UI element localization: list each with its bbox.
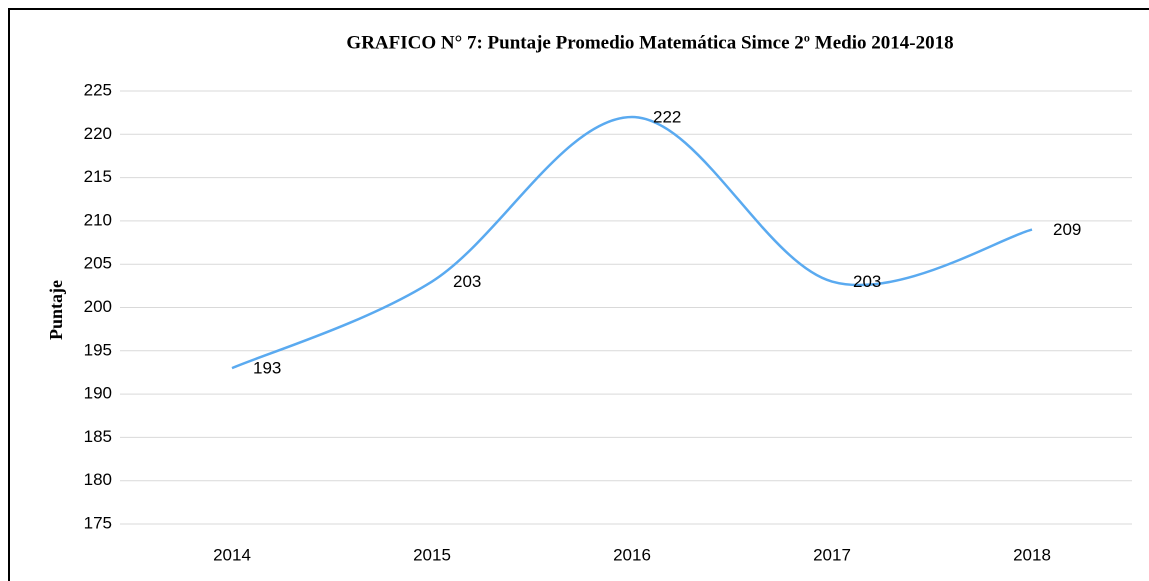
y-tick-label: 180 [84,470,112,489]
y-tick-label: 215 [84,167,112,186]
y-tick-label: 175 [84,513,112,532]
y-tick-label: 220 [84,124,112,143]
data-label: 193 [253,359,281,378]
x-tick-label: 2014 [213,545,251,564]
x-tick-label: 2016 [613,545,651,564]
y-tick-label: 185 [84,427,112,446]
frame [8,8,1149,581]
chart-title: GRAFICO N° 7: Puntaje Promedio Matemátic… [346,32,953,53]
line [231,115,1033,370]
data-label: 203 [853,272,881,291]
x-tick-label: 2017 [813,545,851,564]
x-tick-label: 2018 [1013,545,1051,564]
y-tick-label: 200 [84,297,112,316]
x-tick-label: 2015 [413,545,451,564]
y-tick-label: 225 [84,80,112,99]
y-tick-label: 205 [84,254,112,273]
y-axis-label: Puntaje [46,280,66,340]
y-tick-label: 210 [84,210,112,229]
data-label: 209 [1053,220,1081,239]
y-tick-label: 190 [84,384,112,403]
data-label: 203 [453,272,481,291]
data-label: 222 [653,107,681,126]
y-tick-label: 195 [84,340,112,359]
